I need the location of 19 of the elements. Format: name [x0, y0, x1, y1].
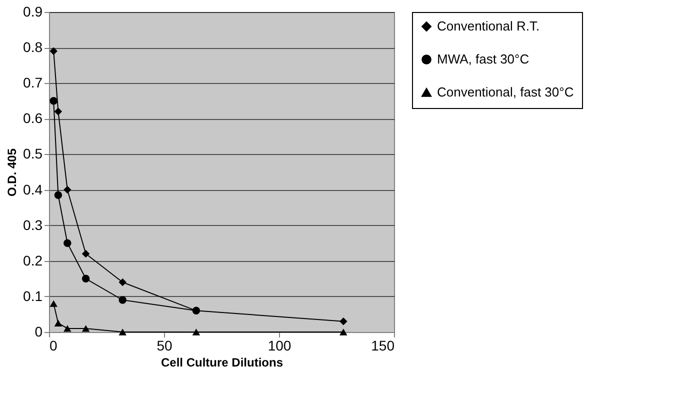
x-tick-label: 50	[156, 338, 172, 354]
legend-label: MWA, fast 30°C	[437, 52, 530, 66]
x-axis-title: Cell Culture Dilutions	[160, 356, 284, 370]
y-tick-label: 0.1	[23, 288, 43, 304]
x-tick-label: 150	[371, 338, 395, 354]
x-tick-label: 0	[50, 338, 58, 354]
y-tick-label: 0.8	[23, 39, 43, 56]
y-tick-label: 0.9	[23, 4, 43, 20]
y-tick-label: 0	[34, 324, 43, 340]
legend-label: Conventional R.T.	[437, 18, 540, 34]
y-tick-label: 0.4	[23, 181, 43, 198]
y-tick-label: 0.5	[23, 146, 43, 162]
y-tick-label: 0.7	[23, 74, 43, 91]
x-tick-label: 100	[268, 338, 292, 354]
y-tick-label: 0.2	[23, 252, 43, 268]
y-tick-label: 0.6	[23, 110, 43, 126]
y-axis-title: O.D. 405	[5, 148, 20, 197]
y-tick-label: 0.3	[23, 216, 43, 233]
legend-label: Conventional, fast 30°C	[437, 84, 574, 100]
